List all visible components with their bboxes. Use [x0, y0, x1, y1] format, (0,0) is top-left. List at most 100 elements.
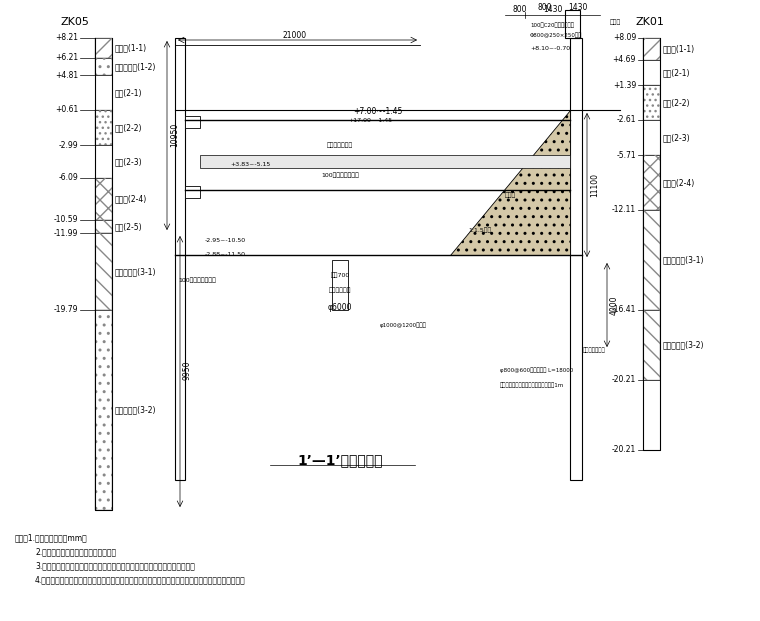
- Bar: [95, 310, 112, 510]
- Text: +4.69: +4.69: [613, 55, 636, 65]
- Bar: [643, 38, 660, 60]
- Bar: [95, 110, 112, 145]
- Text: φ800@600水泥搅拌桩 L=18000: φ800@600水泥搅拌桩 L=18000: [500, 367, 573, 373]
- Text: 互搭管墙中间，浇凝后进入墙土不小于1m: 互搭管墙中间，浇凝后进入墙土不小于1m: [500, 382, 564, 388]
- Text: φ1000@1200垂直桩: φ1000@1200垂直桩: [380, 322, 427, 328]
- Bar: [95, 145, 112, 178]
- Text: 弱风化芒岩(3-1): 弱风化芒岩(3-1): [663, 255, 705, 265]
- Text: 细砂(2-2): 细砂(2-2): [663, 98, 691, 107]
- Text: 素回土: 素回土: [505, 193, 515, 198]
- Text: Φ800@250×250锚墩: Φ800@250×250锚墩: [530, 32, 582, 38]
- Text: -6.09: -6.09: [59, 173, 78, 183]
- Text: 21000: 21000: [283, 30, 307, 40]
- Bar: [643, 38, 660, 60]
- Bar: [95, 233, 112, 310]
- Text: φ6000: φ6000: [328, 304, 352, 312]
- Text: 淡顼土(2-4): 淡顼土(2-4): [663, 178, 695, 187]
- Bar: [643, 210, 660, 310]
- Text: +7.00~-1.45: +7.00~-1.45: [353, 107, 403, 117]
- Bar: [175, 38, 185, 480]
- Bar: [95, 38, 112, 58]
- Text: +4.81: +4.81: [55, 71, 78, 79]
- Bar: [95, 178, 112, 220]
- Bar: [643, 380, 660, 450]
- Bar: [643, 120, 660, 155]
- Bar: [570, 38, 582, 480]
- Text: 11100: 11100: [590, 173, 599, 197]
- Text: 素填纤层土(1-2): 素填纤层土(1-2): [115, 62, 157, 71]
- Text: 2.正号为绝对标高，负号为相对标高；: 2.正号为绝对标高，负号为相对标高；: [35, 548, 116, 556]
- Bar: [643, 60, 660, 85]
- Text: 淡灰(2-1): 淡灰(2-1): [115, 88, 143, 97]
- Text: 淡塡土(1-1): 淡塡土(1-1): [663, 45, 695, 53]
- Text: 中风化芒岩(3-2): 中风化芒岩(3-2): [663, 340, 705, 350]
- Text: 10950: 10950: [170, 123, 179, 147]
- Text: 800: 800: [513, 6, 527, 14]
- Text: ZK01: ZK01: [635, 17, 664, 27]
- Bar: [643, 155, 660, 210]
- Text: 底板700: 底板700: [331, 272, 350, 278]
- Bar: [643, 85, 660, 120]
- Bar: [643, 310, 660, 380]
- Text: 1430: 1430: [568, 4, 587, 12]
- Text: 1:1.5坡率: 1:1.5坡率: [468, 227, 492, 233]
- Text: +8.21: +8.21: [55, 34, 78, 42]
- Text: 100厚素混凝土垫层: 100厚素混凝土垫层: [321, 172, 359, 178]
- Text: 淡塡土(1-1): 淡塡土(1-1): [115, 43, 147, 53]
- Text: -2.99: -2.99: [59, 140, 78, 150]
- Bar: [643, 85, 660, 120]
- Bar: [95, 110, 112, 145]
- Text: +0.61: +0.61: [55, 106, 78, 114]
- Text: 出坡棒: 出坡棒: [610, 19, 621, 25]
- Text: +8.10~-0.70: +8.10~-0.70: [530, 45, 570, 50]
- Bar: [185, 186, 200, 198]
- Text: 800: 800: [538, 4, 553, 12]
- Text: -10.59: -10.59: [53, 215, 78, 225]
- Bar: [185, 116, 200, 128]
- Bar: [332, 260, 348, 310]
- Text: +8.09: +8.09: [613, 34, 636, 42]
- Text: +1.39: +1.39: [613, 81, 636, 89]
- Text: +3.83~-5.15: +3.83~-5.15: [230, 163, 270, 168]
- Text: -11.99: -11.99: [54, 229, 78, 237]
- Polygon shape: [450, 110, 570, 255]
- Text: 细砂(2-2): 细砂(2-2): [115, 123, 143, 132]
- Text: 100厚C20细骨料混凝土: 100厚C20细骨料混凝土: [530, 22, 574, 28]
- Bar: [95, 58, 112, 75]
- Bar: [95, 178, 112, 220]
- Bar: [643, 155, 660, 210]
- Text: 中砂(2-3): 中砂(2-3): [115, 157, 143, 166]
- Text: -20.21: -20.21: [612, 445, 636, 455]
- Text: 1430: 1430: [543, 6, 562, 14]
- Text: 淡灰(2-1): 淡灰(2-1): [663, 68, 691, 77]
- Text: 淡顼土(2-4): 淡顼土(2-4): [115, 194, 147, 204]
- Bar: [200, 155, 570, 168]
- Text: 3.车库下方实际回喆密度预超回喆反压土，淘洗部分岂场地计算实际需要量。: 3.车库下方实际回喆密度预超回喆反压土，淘洗部分岂场地计算实际需要量。: [35, 561, 195, 571]
- Text: 钢筋混凝土楼板: 钢筋混凝土楼板: [327, 142, 353, 148]
- Text: -2.95~-10.50: -2.95~-10.50: [204, 237, 245, 242]
- Bar: [95, 38, 112, 58]
- Text: 1’—1’区段剖面图: 1’—1’区段剖面图: [297, 453, 383, 467]
- Text: +6.21: +6.21: [55, 53, 78, 63]
- Text: 4.地基底板浇筑后，严禁大面积一起开挂，开挂后及时对录収层处理，避免对基块安全产生不利影响。: 4.地基底板浇筑后，严禁大面积一起开挂，开挂后及时对录収层处理，避免对基块安全产…: [35, 576, 245, 584]
- Text: -16.41: -16.41: [612, 306, 636, 314]
- Text: 4000: 4000: [610, 295, 619, 315]
- Text: -19.79: -19.79: [53, 306, 78, 314]
- Bar: [95, 233, 112, 310]
- Text: -20.21: -20.21: [612, 376, 636, 384]
- Text: -12.11: -12.11: [612, 206, 636, 214]
- Text: -2.61: -2.61: [616, 116, 636, 124]
- Text: 说明：1.图中尺寸单位为mm；: 说明：1.图中尺寸单位为mm；: [15, 533, 87, 543]
- Bar: [643, 310, 660, 380]
- Text: ZK05: ZK05: [61, 17, 90, 27]
- Bar: [95, 220, 112, 233]
- Bar: [95, 220, 112, 233]
- Text: 中风化芒岩(3-2): 中风化芒岩(3-2): [115, 406, 157, 414]
- Text: -5.71: -5.71: [616, 150, 636, 160]
- Bar: [95, 58, 112, 75]
- Text: 弱风化芒岩(3-1): 弱风化芒岩(3-1): [115, 267, 157, 276]
- Text: 地下室底板面: 地下室底板面: [329, 287, 351, 292]
- Bar: [95, 310, 112, 510]
- Bar: [95, 75, 112, 110]
- Bar: [643, 210, 660, 310]
